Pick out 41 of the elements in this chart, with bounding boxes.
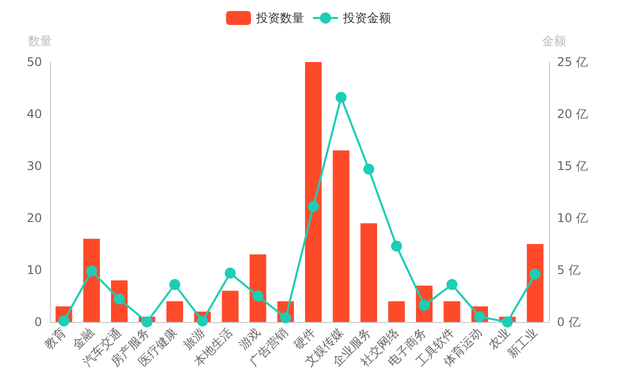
bar bbox=[332, 150, 350, 322]
legend-label: 投资数量 bbox=[255, 11, 304, 25]
y-tick-label: 50 bbox=[26, 55, 42, 69]
point bbox=[308, 201, 319, 212]
point bbox=[363, 164, 374, 175]
y-tick-label: 0 bbox=[34, 315, 42, 329]
point bbox=[336, 92, 347, 103]
y-tick-label: 40 bbox=[26, 107, 42, 121]
bar bbox=[83, 238, 100, 322]
y2-tick-label: 20 亿 bbox=[557, 107, 588, 121]
bar bbox=[444, 301, 460, 322]
y2-tick-label: 25 亿 bbox=[557, 55, 588, 69]
y-tick-label: 10 bbox=[26, 263, 42, 277]
legend-label: 投资金额 bbox=[342, 11, 391, 25]
point bbox=[280, 312, 292, 324]
y2-tick-label: 15 亿 bbox=[557, 159, 588, 173]
point bbox=[169, 279, 180, 290]
bar bbox=[305, 62, 322, 322]
y-tick-label: 20 bbox=[26, 211, 42, 225]
y2-tick-label: 5 亿 bbox=[557, 263, 580, 277]
bar bbox=[360, 223, 378, 322]
x-tick-label: 教育 bbox=[42, 325, 69, 352]
y-tick-label: 30 bbox=[26, 159, 42, 173]
bar bbox=[166, 301, 184, 322]
bar bbox=[388, 301, 405, 322]
point bbox=[196, 315, 208, 326]
point bbox=[252, 290, 264, 302]
point bbox=[58, 315, 70, 326]
point bbox=[142, 316, 153, 328]
point bbox=[391, 240, 402, 252]
bar bbox=[222, 290, 239, 322]
point bbox=[224, 268, 236, 279]
y2-tick-label: 0 亿 bbox=[557, 315, 580, 329]
y2-axis-title: 金额 bbox=[542, 34, 566, 48]
point bbox=[446, 279, 458, 290]
y2-tick-label: 10 亿 bbox=[557, 211, 588, 225]
bar bbox=[526, 244, 544, 322]
point bbox=[530, 268, 541, 280]
y-axis-title: 数量 bbox=[28, 34, 52, 48]
point bbox=[86, 266, 98, 277]
point bbox=[502, 316, 513, 328]
